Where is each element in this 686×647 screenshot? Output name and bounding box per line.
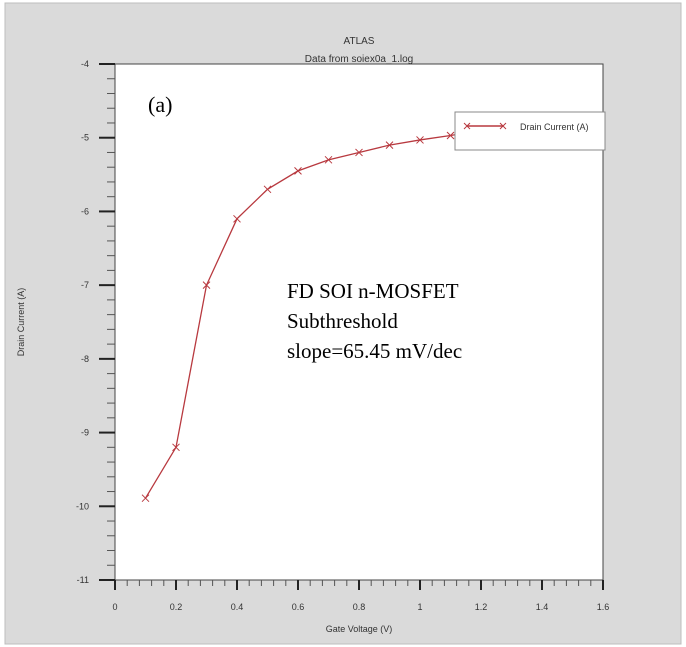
chart-title: ATLAS bbox=[344, 36, 375, 47]
x-tick-label: 1.4 bbox=[536, 602, 549, 612]
legend-box bbox=[454, 111, 606, 151]
y-tick-label: -9 bbox=[81, 428, 89, 438]
chart-subtitle: Data from soiex0a_1.log bbox=[305, 54, 413, 65]
y-tick-label: -4 bbox=[81, 59, 89, 69]
annotation-line-2: Subthreshold bbox=[287, 309, 398, 333]
x-axis-label: Gate Voltage (V) bbox=[326, 624, 393, 634]
data-point-x-marker bbox=[263, 185, 272, 194]
x-tick-label: 0 bbox=[112, 602, 117, 612]
x-tick-label: 1.2 bbox=[475, 602, 488, 612]
data-point-x-marker bbox=[172, 443, 180, 452]
data-point-x-marker bbox=[446, 131, 455, 140]
x-tick-label: 0.6 bbox=[292, 602, 305, 612]
data-point-x-marker bbox=[233, 214, 241, 223]
y-tick-label: -8 bbox=[81, 354, 89, 364]
y-tick-label: -11 bbox=[77, 575, 89, 585]
legend-marker-icon bbox=[463, 122, 507, 130]
y-axis-label: Drain Current (A) bbox=[16, 288, 26, 357]
y-tick-label: -10 bbox=[76, 501, 89, 511]
x-tick-label: 1 bbox=[417, 602, 422, 612]
y-tick-label: -6 bbox=[81, 206, 89, 216]
data-point-x-marker bbox=[355, 148, 363, 157]
legend: Drain Current (A) bbox=[454, 111, 606, 151]
data-point-x-marker bbox=[202, 281, 211, 289]
x-tick-label: 0.2 bbox=[170, 602, 183, 612]
legend-label: Drain Current (A) bbox=[520, 122, 589, 132]
annotation-line-3: slope=65.45 mV/dec bbox=[287, 339, 462, 363]
panel-label: (a) bbox=[148, 92, 172, 117]
y-tick-label: -5 bbox=[81, 133, 89, 143]
x-tick-label: 0.4 bbox=[231, 602, 244, 612]
data-point-x-marker bbox=[416, 136, 424, 144]
data-point-x-marker bbox=[385, 141, 394, 149]
x-tick-label: 1.6 bbox=[597, 602, 610, 612]
data-point-x-marker bbox=[324, 155, 333, 164]
data-point-x-marker bbox=[294, 167, 302, 175]
annotation-line-1: FD SOI n-MOSFET bbox=[287, 279, 459, 303]
x-tick-label: 0.8 bbox=[353, 602, 366, 612]
y-tick-label: -7 bbox=[81, 280, 89, 290]
data-point-x-marker bbox=[141, 494, 150, 503]
